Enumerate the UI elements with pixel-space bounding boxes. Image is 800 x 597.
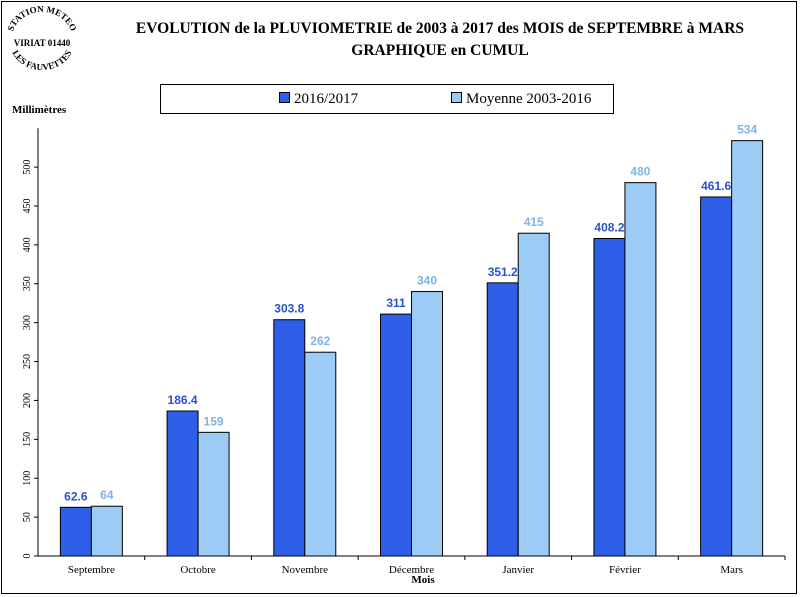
data-label: 534: [737, 123, 757, 137]
legend-label-1: 2016/2017: [294, 91, 359, 107]
data-label: 64: [100, 488, 114, 502]
x-tick-label: Février: [609, 564, 641, 576]
data-label: 262: [310, 334, 330, 348]
data-label: 303.8: [274, 302, 304, 316]
bar: [380, 313, 412, 557]
legend-item-2: Moyenne 2003-2016: [451, 91, 591, 108]
station-stamp: STATION METEO VIRIAT 01440 LES FAUVETTES: [5, 4, 78, 72]
bar: [166, 410, 199, 557]
legend-item-1: 2016/2017: [279, 91, 358, 108]
chart-subtitle: GRAPHIQUE en CUMUL: [351, 42, 529, 59]
y-axis-label: Millimètres: [12, 104, 67, 116]
x-axis-label: Mois: [411, 574, 435, 586]
y-tick-label: 150: [22, 432, 33, 447]
data-label: 159: [204, 414, 224, 428]
y-tick-label: 250: [22, 354, 33, 369]
bar: [411, 291, 443, 557]
legend-swatch-2: [451, 92, 462, 103]
data-label: 415: [524, 215, 544, 229]
data-label: 186.4: [168, 393, 198, 407]
x-tick-label: Décembre: [389, 564, 434, 576]
x-tick-label: Mars: [720, 564, 743, 576]
bar: [731, 140, 764, 557]
legend-label-2: Moyenne 2003-2016: [466, 91, 592, 107]
data-label: 480: [630, 165, 650, 179]
data-label: 311: [386, 296, 406, 310]
y-tick-label: 100: [22, 471, 33, 486]
bar: [197, 431, 230, 557]
legend-swatch-1: [279, 92, 290, 103]
x-tick-label: Septembre: [68, 564, 115, 576]
legend: 2016/2017 Moyenne 2003-2016: [160, 84, 614, 114]
data-label: 62.6: [64, 489, 88, 503]
y-tick-label: 200: [22, 393, 33, 408]
data-label: 340: [417, 274, 437, 288]
x-tick-label: Novembre: [282, 564, 329, 576]
bar: [517, 232, 550, 557]
stamp-line-2: VIRIAT 01440: [14, 38, 71, 48]
y-tick-label: 50: [22, 512, 33, 522]
data-label: 351.2: [488, 265, 518, 279]
bar: [273, 319, 306, 557]
data-label: 408.2: [594, 221, 624, 235]
y-tick-label: 500: [22, 160, 33, 175]
y-tick-label: 0: [22, 554, 33, 559]
bar: [486, 282, 519, 557]
y-tick-label: 300: [22, 315, 33, 330]
y-tick-label: 350: [22, 276, 33, 291]
x-tick-label: Janvier: [502, 564, 534, 576]
bar: [59, 506, 92, 557]
y-tick-label: 400: [22, 237, 33, 252]
chart-title: EVOLUTION de la PLUVIOMETRIE de 2003 à 2…: [135, 20, 745, 37]
x-tick-label: Octobre: [180, 564, 216, 576]
bar: [304, 351, 337, 557]
bar: [700, 196, 733, 557]
bar: [593, 238, 626, 557]
bar: [90, 505, 123, 557]
data-label: 461.6: [701, 179, 731, 193]
bar: [624, 182, 657, 557]
y-tick-label: 450: [22, 198, 33, 213]
